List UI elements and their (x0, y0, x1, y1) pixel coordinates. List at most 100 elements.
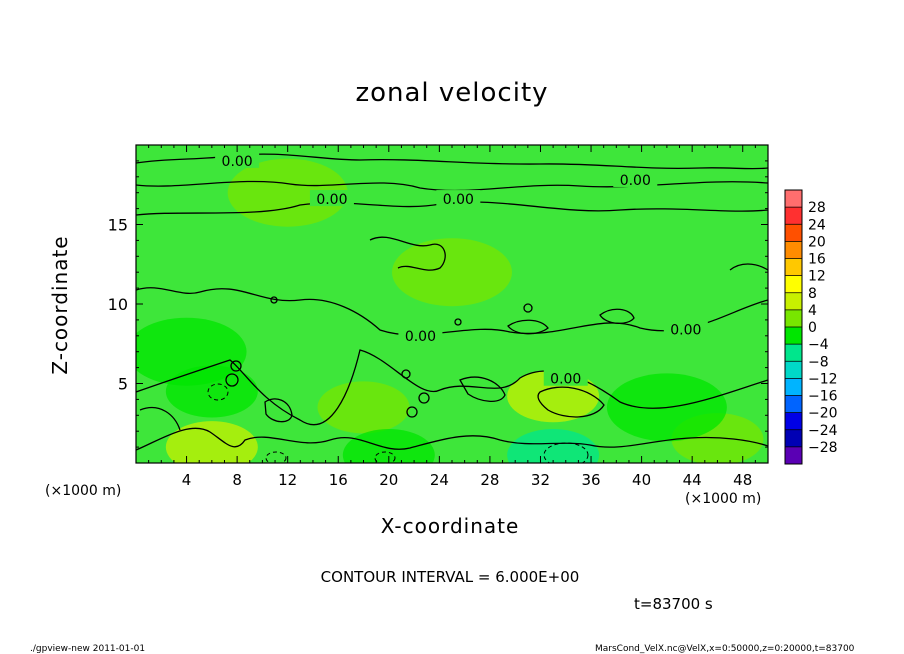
contour-line (729, 263, 768, 271)
colorbar-label: −12 (808, 371, 838, 387)
contour-line (207, 383, 229, 401)
contour-line (225, 373, 239, 387)
colorbar-swatch (785, 224, 802, 242)
x-tick-label: 48 (733, 471, 752, 489)
x-tick-label: 28 (480, 471, 499, 489)
contour-line (265, 451, 287, 463)
contour-label: 0.00 (620, 173, 651, 189)
contour-label: 0.00 (670, 322, 701, 338)
time-label: t=83700 s (634, 595, 713, 613)
contour-label-bg (613, 170, 658, 187)
contour-line (507, 319, 549, 335)
contour-interval-label: CONTOUR INTERVAL = 6.000E+00 (320, 568, 580, 586)
x-tick-label: 24 (430, 471, 449, 489)
colorbar-label: −16 (808, 389, 838, 405)
contour-line (401, 369, 411, 379)
contour-labels: 0.00 0.00 0.00 0.00 0.00 0.00 0.00 (215, 151, 708, 388)
contour-label: 0.00 (222, 154, 253, 170)
colorbar-label: 4 (808, 303, 817, 319)
contour-label: 0.00 (405, 329, 436, 345)
y-tick-label: 15 (108, 216, 128, 235)
contour-line (136, 427, 768, 451)
x-axis-unit-label: (×1000 m) (685, 491, 762, 507)
colorbar-swatch (785, 344, 802, 362)
colorbar-swatch (785, 378, 802, 396)
contour-line (406, 406, 418, 418)
contour-line (264, 398, 293, 423)
contour-label: 0.00 (316, 192, 347, 208)
colorbar-label: 20 (808, 234, 826, 250)
field-blob (507, 429, 600, 463)
footer-command: ./gpview-new 2011-01-01 (30, 644, 146, 654)
colorbar-swatch (785, 309, 802, 327)
contour-line (230, 360, 242, 372)
contour-line (374, 451, 396, 463)
x-tick-label: 40 (632, 471, 651, 489)
y-axis: 5 10 15 (108, 144, 768, 464)
field-blob (342, 429, 435, 463)
colorbar-swatch (785, 241, 802, 259)
field-blob (317, 381, 410, 434)
x-tick-label: 12 (278, 471, 297, 489)
colorbar-swatch (785, 361, 802, 379)
contour-line (454, 318, 462, 326)
colorbar-label: 8 (808, 286, 817, 302)
colorbar-label: 0 (808, 320, 817, 336)
velocity-field (136, 158, 764, 463)
colorbar-swatch (785, 446, 802, 464)
contour-label: 0.00 (550, 372, 581, 388)
contour-line (369, 236, 446, 271)
contour-label: 0.00 (443, 192, 474, 208)
contour-line (270, 296, 278, 304)
contour-line (459, 376, 506, 402)
colorbar-swatch (785, 275, 802, 293)
colorbar-swatch (785, 258, 802, 276)
contour-label-bg (309, 190, 354, 207)
y-tick-label: 5 (118, 375, 128, 394)
colorbar-label: 12 (808, 269, 826, 285)
colorbar-swatch (785, 292, 802, 310)
field-blob (392, 238, 512, 307)
colorbar-label: 16 (808, 252, 826, 268)
colorbar-label: −24 (808, 423, 838, 439)
contour-line (599, 308, 635, 324)
contour-label-bg (398, 326, 443, 343)
x-tick-label: 8 (232, 471, 242, 489)
contour-line (418, 392, 430, 404)
chart-title: zonal velocity (355, 78, 549, 108)
x-tick-label: 20 (379, 471, 398, 489)
x-axis-label: X-coordinate (380, 514, 520, 538)
field-blob (136, 317, 247, 386)
colorbar-swatch (785, 190, 802, 208)
x-tick-label: 16 (329, 471, 348, 489)
contour-label-bg (436, 190, 481, 207)
colorbar-swatch (785, 412, 802, 430)
colorbar-label: −20 (808, 406, 838, 422)
colorbar-label: 24 (808, 217, 826, 233)
colorbar-swatch (785, 395, 802, 413)
colorbar-swatch (785, 207, 802, 225)
contour-line (523, 303, 533, 313)
y-tick-label: 10 (108, 295, 128, 314)
contour-label-bg (543, 369, 588, 386)
footer-source: MarsCond_VelX.nc@VelX,x=0:50000,z=0:2000… (595, 644, 855, 654)
field-blob (165, 421, 258, 463)
contour-line (139, 406, 181, 431)
contour-line (543, 442, 589, 463)
x-tick-label: 36 (581, 471, 600, 489)
contour-line (537, 386, 605, 418)
x-tick-label: 32 (531, 471, 550, 489)
colorbar-label: 28 (808, 200, 826, 216)
y-axis-unit-label: (×1000 m) (45, 483, 122, 499)
x-axis: 4 8 12 16 20 24 28 32 36 40 44 48 (135, 145, 769, 489)
colorbar-label: −4 (808, 337, 829, 353)
contour-label-bg (663, 320, 708, 337)
colorbar-swatch (785, 327, 802, 345)
contour-label-bg (215, 151, 260, 168)
colorbar-swatch (785, 429, 802, 447)
x-tick-label: 44 (683, 471, 702, 489)
x-tick-label: 4 (182, 471, 192, 489)
colorbar-label: −28 (808, 440, 838, 456)
